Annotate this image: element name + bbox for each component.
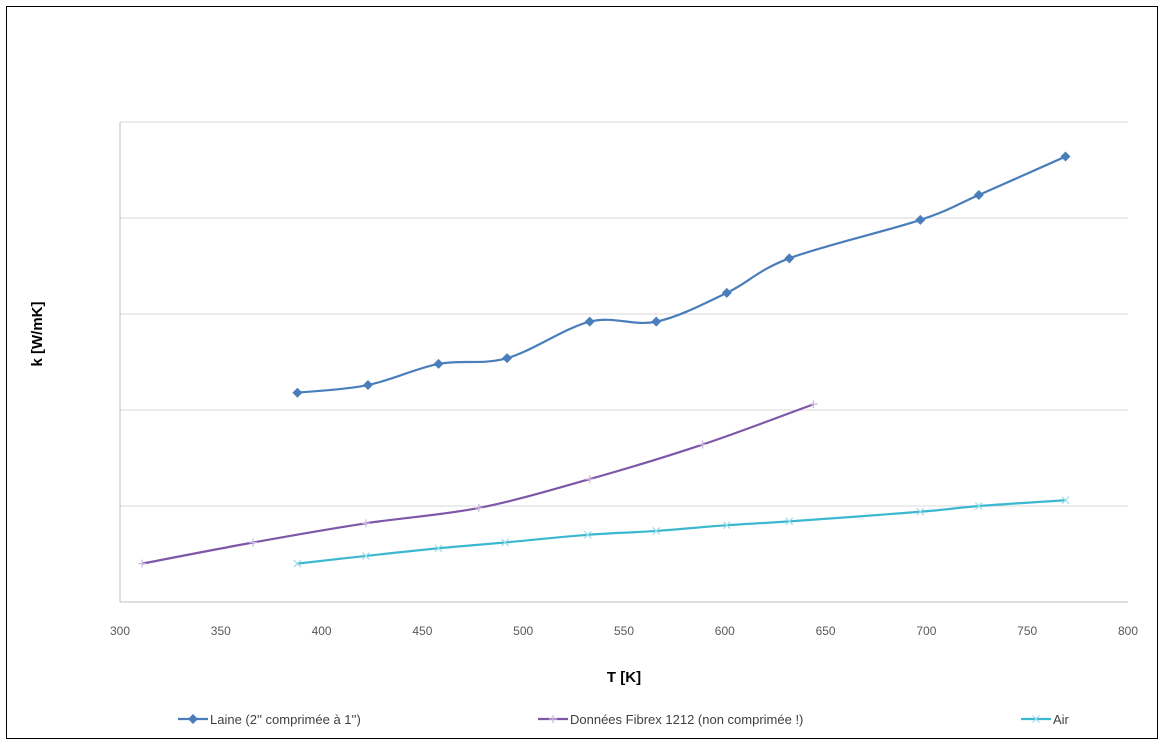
x-tick-label: 400: [312, 624, 332, 638]
legend-item-3: Air: [1021, 712, 1070, 727]
data-point: [292, 387, 303, 398]
x-tick-label: 350: [211, 624, 231, 638]
legend-label: Laine (2'' comprimée à 1''): [210, 712, 361, 727]
data-point: [434, 544, 443, 553]
series-line: [297, 499, 1066, 565]
data-point: [974, 502, 983, 510]
x-tick-label: 450: [412, 624, 432, 638]
legend-item-1: Laine (2'' comprimée à 1''): [178, 712, 361, 727]
data-point: [1060, 151, 1071, 162]
data-point: [361, 519, 370, 528]
data-point: [585, 475, 594, 484]
data-point: [784, 253, 795, 264]
data-point: [474, 503, 483, 512]
data-point: [973, 189, 984, 200]
x-axis-ticks: 300 350 400 450 500 550 600 650 700 750 800: [110, 624, 1138, 638]
data-point: [915, 214, 926, 225]
series-1: [292, 151, 1071, 398]
legend-item-2: Données Fibrex 1212 (non comprimée !): [538, 712, 803, 727]
data-point: [809, 400, 818, 409]
data-point: [433, 358, 444, 369]
gridlines: [119, 121, 1128, 603]
legend-swatch-marker: [549, 715, 557, 723]
x-tick-label: 550: [614, 624, 634, 638]
plot-area: [138, 151, 1071, 568]
x-tick-label: 500: [513, 624, 533, 638]
x-tick-label: 800: [1118, 624, 1138, 638]
data-point: [722, 521, 731, 530]
legend-label: Air: [1053, 712, 1070, 727]
x-tick-label: 650: [816, 624, 836, 638]
data-point: [652, 527, 661, 535]
x-tick-label: 700: [916, 624, 936, 638]
data-point: [698, 440, 707, 449]
data-point: [362, 551, 370, 560]
x-tick-label: 750: [1017, 624, 1037, 638]
data-point: [651, 316, 662, 327]
data-point: [583, 530, 592, 539]
x-tick-label: 600: [715, 624, 735, 638]
y-axis-title: k [W/mK]: [29, 302, 46, 367]
data-point: [721, 287, 732, 298]
legend-label: Données Fibrex 1212 (non comprimée !): [570, 712, 803, 727]
data-point: [293, 559, 302, 568]
data-point: [502, 353, 513, 364]
series-line: [297, 155, 1066, 394]
data-point: [1061, 496, 1070, 505]
x-axis-title: T [K]: [607, 669, 641, 686]
data-point: [138, 559, 147, 568]
legend-swatch-marker: [1032, 715, 1040, 723]
data-point: [501, 538, 509, 547]
legend: Laine (2'' comprimée à 1'') Données Fibre…: [178, 712, 1070, 727]
series-line: [141, 403, 814, 565]
series-3: [293, 496, 1070, 568]
data-point: [362, 380, 373, 391]
series-2: [138, 400, 818, 568]
chart-frame: [6, 6, 1158, 739]
data-point: [249, 538, 258, 547]
data-point: [916, 507, 925, 516]
x-tick-label: 300: [110, 624, 130, 638]
data-point: [785, 517, 794, 526]
legend-swatch-marker: [188, 714, 198, 724]
data-point: [584, 316, 595, 327]
